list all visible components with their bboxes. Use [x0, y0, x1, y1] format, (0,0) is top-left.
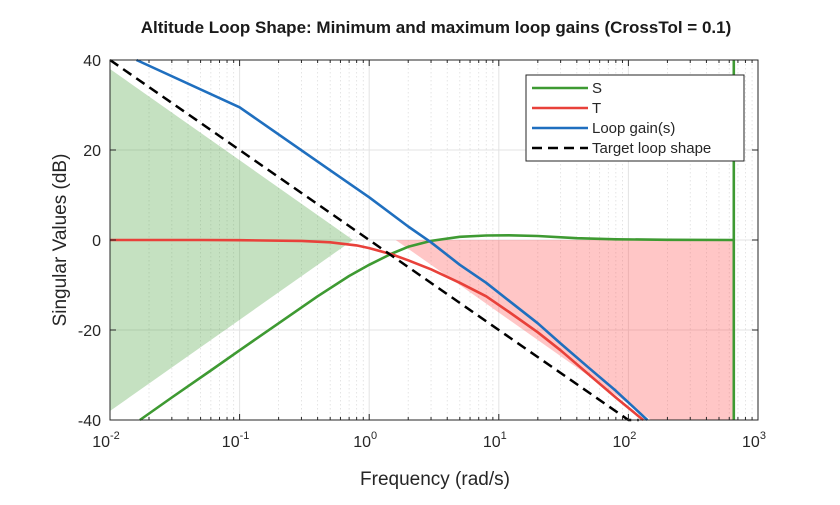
legend: ST Loop gain(s) Target loop shape [525, 74, 745, 162]
series-line-s [139, 234, 734, 422]
x-tick-exponent: 1 [501, 430, 507, 442]
legend-label: Loop gain(s) [592, 120, 675, 137]
legend-box [525, 74, 745, 162]
y-tick-label: 20 [83, 143, 101, 160]
legend-label: T [592, 100, 601, 117]
x-tick-exponent: 0 [371, 430, 377, 442]
plot-frame [109, 59, 759, 421]
x-tick-base: 10 [483, 434, 501, 451]
x-tick-exponent: 2 [630, 430, 636, 442]
x-tick-label: 101 [483, 430, 507, 451]
x-axis-label: Frequency (rad/s) [360, 469, 510, 490]
x-tick-exponent: -2 [110, 430, 120, 442]
y-tick-label: -20 [78, 323, 101, 340]
legend-label: S [592, 80, 602, 97]
chart-title: Altitude Loop Shape: Minimum and maximum… [141, 18, 731, 37]
y-tick-label: 0 [92, 233, 101, 250]
series-line-loop-gain-s [135, 58, 649, 421]
x-tick-base: 10 [612, 434, 630, 451]
shaded-region-2 [395, 240, 734, 420]
legend-label: Target loop shape [592, 140, 711, 157]
x-tick-base: 10 [742, 434, 760, 451]
series-line-target-loop-shape [109, 58, 639, 422]
x-tick-label: 103 [742, 430, 766, 451]
y-tick-label: -40 [78, 413, 101, 430]
x-tick-exponent: -1 [240, 430, 250, 442]
x-tick-exponent: 3 [760, 430, 766, 442]
y-axis-label: Singular Values (dB) [50, 154, 71, 327]
x-tick-base: 10 [353, 434, 371, 451]
x-tick-base: 10 [92, 434, 110, 451]
x-tick-label: 10-1 [222, 430, 250, 451]
y-tick-labels: 40 20 0 -20 -40 [78, 53, 101, 430]
x-tick-base: 10 [222, 434, 240, 451]
x-tick-label: 100 [353, 430, 377, 451]
x-tick-label: 102 [612, 430, 636, 451]
x-tick-label: 10-2 [92, 430, 120, 451]
x-tick-labels: 10-2 10-1 100 101 102 103 [92, 430, 766, 451]
series-line-t [110, 238, 645, 422]
y-tick-label: 40 [83, 53, 101, 70]
